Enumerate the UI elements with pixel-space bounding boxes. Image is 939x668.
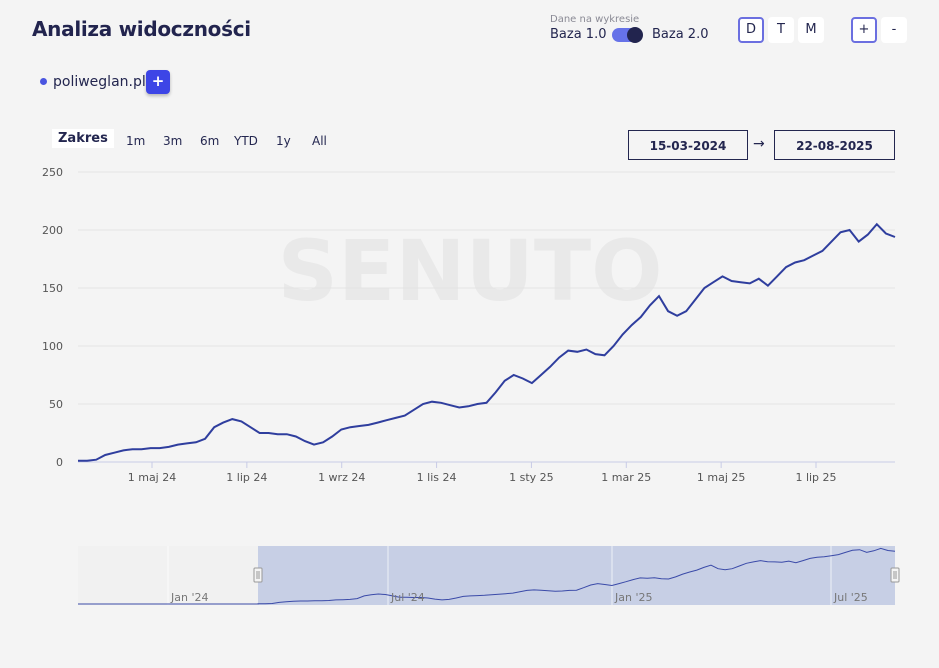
add-domain-button[interactable]: + [146,70,170,94]
range-label: Zakres [52,129,114,148]
y-tick-label: 150 [42,282,63,295]
navigator-label: Jan '25 [614,591,652,604]
watermark-logo: SENUTO [277,222,662,320]
period-month-button[interactable]: M [798,17,824,43]
x-tick-label: 1 maj 25 [697,471,746,484]
x-tick-label: 1 maj 24 [128,471,177,484]
x-tick-label: 1 lip 25 [795,471,836,484]
domain-legend-item[interactable]: poliweglan.pl [40,74,146,90]
series-dot-icon [40,77,47,85]
y-tick-label: 200 [42,224,63,237]
range-3m-button[interactable]: 3m [163,134,183,148]
zoom-in-button[interactable]: + [851,17,877,43]
date-arrow: → [753,136,765,152]
y-tick-label: 0 [56,456,63,469]
navigator-label: Jul '25 [833,591,868,604]
navigator-handle-right[interactable] [890,567,900,583]
y-tick-label: 250 [42,166,63,179]
navigator[interactable]: Jan '24 Jul '24 Jan '25 Jul '25 [78,546,900,605]
range-1y-button[interactable]: 1y [276,134,291,148]
baza1-label: Baza 1.0 [550,27,607,42]
period-week-button[interactable]: T [768,17,794,43]
zoom-out-button[interactable]: - [881,17,907,43]
y-tick-label: 100 [42,340,63,353]
x-tick-label: 1 lip 24 [226,471,267,484]
range-6m-button[interactable]: 6m [200,134,220,148]
date-to-input[interactable]: 22-08-2025 [774,130,895,160]
navigator-line [78,547,896,605]
range-ytd-button[interactable]: YTD [234,134,258,148]
x-tick-label: 1 lis 24 [417,471,457,484]
toggle-knob [627,27,643,43]
domain-name: poliweglan.pl [53,74,146,90]
x-tick-label: 1 wrz 24 [318,471,365,484]
page-title: Analiza widoczności [32,17,251,41]
navigator-handle-left[interactable] [253,567,263,583]
navigator-label: Jan '24 [170,591,208,604]
range-all-button[interactable]: All [312,134,327,148]
data-source-label: Dane na wykresie [550,14,640,25]
x-tick-label: 1 sty 25 [509,471,554,484]
range-1m-button[interactable]: 1m [126,134,146,148]
database-toggle[interactable] [612,27,643,43]
navigator-label: Jul '24 [390,591,425,604]
baza2-label: Baza 2.0 [652,27,709,42]
x-tick-label: 1 mar 25 [601,471,651,484]
series-line [78,222,896,462]
navigator-selection[interactable] [258,546,895,605]
date-from-input[interactable]: 15-03-2024 [628,130,748,160]
y-tick-label: 50 [49,398,63,411]
period-day-button[interactable]: D [738,17,764,43]
